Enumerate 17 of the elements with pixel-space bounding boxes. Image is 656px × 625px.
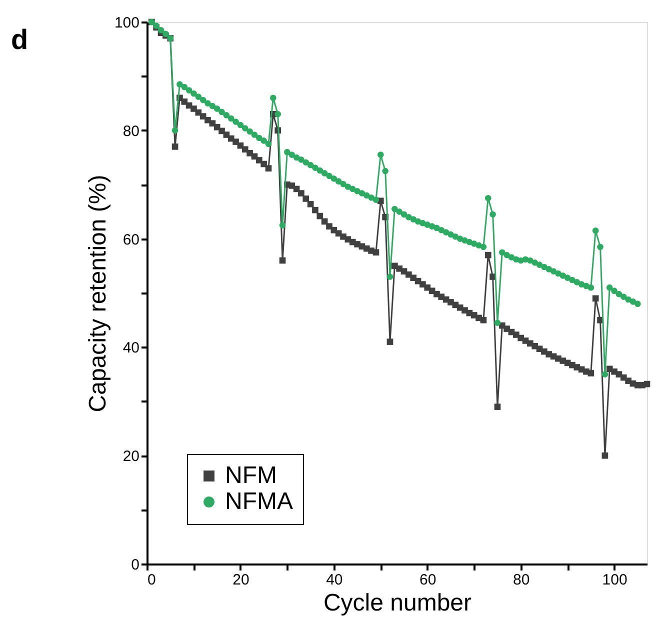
- y-tick-label: 60: [122, 231, 140, 248]
- x-tick-label: 60: [420, 572, 436, 588]
- x-axis-title: Cycle number: [323, 590, 472, 616]
- legend-label: NFMA: [225, 488, 293, 515]
- y-axis-title: Capacity retention (%): [84, 174, 112, 412]
- x-tick-label: 100: [602, 572, 628, 588]
- y-tick-label: 100: [114, 14, 140, 32]
- x-tick-label: 80: [512, 572, 530, 588]
- legend-label: NFM: [225, 462, 277, 489]
- x-tick-label: 0: [148, 572, 156, 588]
- x-tick-label: 40: [326, 572, 343, 588]
- y-tick-label: 0: [131, 556, 140, 574]
- chart-title: d: [10, 24, 28, 55]
- y-tick-label: 20: [122, 448, 140, 466]
- y-tick-label: 40: [122, 340, 140, 357]
- y-tick-label: 80: [122, 122, 140, 140]
- x-tick-label: 20: [232, 572, 250, 588]
